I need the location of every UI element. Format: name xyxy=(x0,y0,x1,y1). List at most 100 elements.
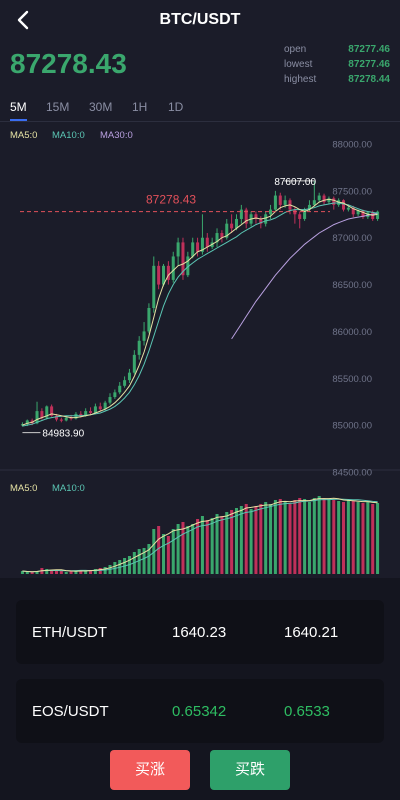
candle xyxy=(157,261,161,290)
candle xyxy=(132,350,136,375)
candle-body xyxy=(303,209,307,219)
candle-body xyxy=(127,372,131,381)
volume-bar xyxy=(307,502,311,574)
ma5-line xyxy=(22,198,378,426)
volume-bar xyxy=(293,500,297,574)
candle-body xyxy=(298,214,302,219)
volume-bar xyxy=(25,572,29,574)
candle-body xyxy=(322,195,326,203)
stat-value: 87278.44 xyxy=(348,74,390,85)
volume-bar xyxy=(171,529,175,574)
volume-bar xyxy=(69,571,73,574)
candle xyxy=(98,402,102,412)
volume-bar xyxy=(230,510,234,574)
pair-card-eth[interactable]: ETH/USDT 1640.23 1640.21 xyxy=(16,600,384,664)
tab-15m[interactable]: 15M xyxy=(46,100,70,114)
y-tick-label: 86000.00 xyxy=(332,327,372,338)
timeframe-tabs: 5M 15M 30M 1H 1D xyxy=(0,92,400,122)
volume-bar xyxy=(137,549,141,574)
candle-body xyxy=(162,265,166,285)
candle-body xyxy=(273,195,277,210)
volume-bar xyxy=(259,504,263,574)
candle-body xyxy=(234,218,238,229)
volume-bar xyxy=(50,570,54,574)
candle xyxy=(298,211,302,229)
candle xyxy=(342,199,346,212)
volume-bar xyxy=(152,529,156,574)
volume-bar xyxy=(327,499,331,574)
tab-1d[interactable]: 1D xyxy=(168,100,184,114)
volume-bar xyxy=(366,502,370,574)
candlestick-chart[interactable]: 88000.00 87500.00 87000.00 86500.00 86000.00… xyxy=(0,122,400,578)
candle xyxy=(351,205,355,218)
candle xyxy=(278,192,282,210)
candle-body xyxy=(64,417,68,421)
candle xyxy=(118,382,122,395)
candle xyxy=(220,230,224,243)
y-tick-label: 88000.00 xyxy=(332,140,372,151)
volume-bar xyxy=(186,526,190,574)
candle-body xyxy=(35,411,39,424)
candle xyxy=(137,336,141,360)
candle xyxy=(113,389,117,399)
candle xyxy=(317,192,321,203)
back-arrow-icon[interactable] xyxy=(12,9,34,31)
y-axis-labels: 88000.00 87500.00 87000.00 86500.00 86000.00… xyxy=(332,140,372,479)
candle-body xyxy=(152,265,156,308)
tab-30m[interactable]: 30M xyxy=(89,100,113,114)
pair-name: EOS/USDT xyxy=(32,703,109,720)
candle-body xyxy=(98,406,102,410)
stat-value: 87277.46 xyxy=(348,44,390,55)
y-tick-label: 87000.00 xyxy=(332,233,372,244)
volume-bar xyxy=(181,522,185,574)
ma30-line xyxy=(231,212,378,340)
vol-ma10-line xyxy=(22,498,378,573)
candle xyxy=(200,214,204,255)
candle xyxy=(215,228,219,248)
buy-fall-button[interactable]: 买跌 xyxy=(210,750,290,790)
candle-body xyxy=(205,237,209,248)
pair-card-eos[interactable]: EOS/USDT 0.65342 0.6533 xyxy=(16,679,384,743)
volume-bar xyxy=(35,571,39,574)
volume-bar xyxy=(59,571,63,574)
candle xyxy=(361,209,365,219)
candle-body xyxy=(278,195,282,205)
volume-bar xyxy=(273,500,277,574)
volume-bar xyxy=(244,504,248,574)
stat-highest: highest 87278.44 xyxy=(284,72,390,87)
candle xyxy=(45,405,49,420)
stat-lowest: lowest 87277.46 xyxy=(284,57,390,72)
y-tick-label: 84500.00 xyxy=(332,468,372,479)
pair-price-2: 0.6533 xyxy=(284,703,330,720)
candle-body xyxy=(200,237,204,252)
volume-bar xyxy=(79,570,83,574)
volume-bar xyxy=(351,501,355,574)
volume-bar xyxy=(54,571,58,574)
volume-bar xyxy=(269,504,273,574)
pair-name: ETH/USDT xyxy=(32,624,107,641)
candle xyxy=(127,368,131,383)
tab-5m[interactable]: 5M xyxy=(10,100,27,114)
candle xyxy=(123,376,127,388)
volume-bar xyxy=(234,508,238,574)
volume-bar xyxy=(356,502,360,574)
candle-body xyxy=(54,415,58,420)
tab-1h[interactable]: 1H xyxy=(132,100,148,114)
stat-label: open xyxy=(284,44,307,55)
y-tick-label: 86500.00 xyxy=(332,280,372,291)
candle xyxy=(376,210,380,221)
candle-body xyxy=(342,200,346,210)
candle-body xyxy=(45,406,49,418)
volume-bar xyxy=(254,506,258,574)
candle xyxy=(35,401,39,425)
volume-bar xyxy=(74,571,78,574)
candle xyxy=(322,193,326,205)
buy-rise-button[interactable]: 买涨 xyxy=(110,750,190,790)
candle-body xyxy=(176,242,180,257)
candle xyxy=(108,393,112,405)
active-tab-indicator xyxy=(10,119,27,121)
volume-bar xyxy=(371,504,375,574)
volume-bar xyxy=(376,503,380,574)
y-tick-label: 87500.00 xyxy=(332,186,372,197)
